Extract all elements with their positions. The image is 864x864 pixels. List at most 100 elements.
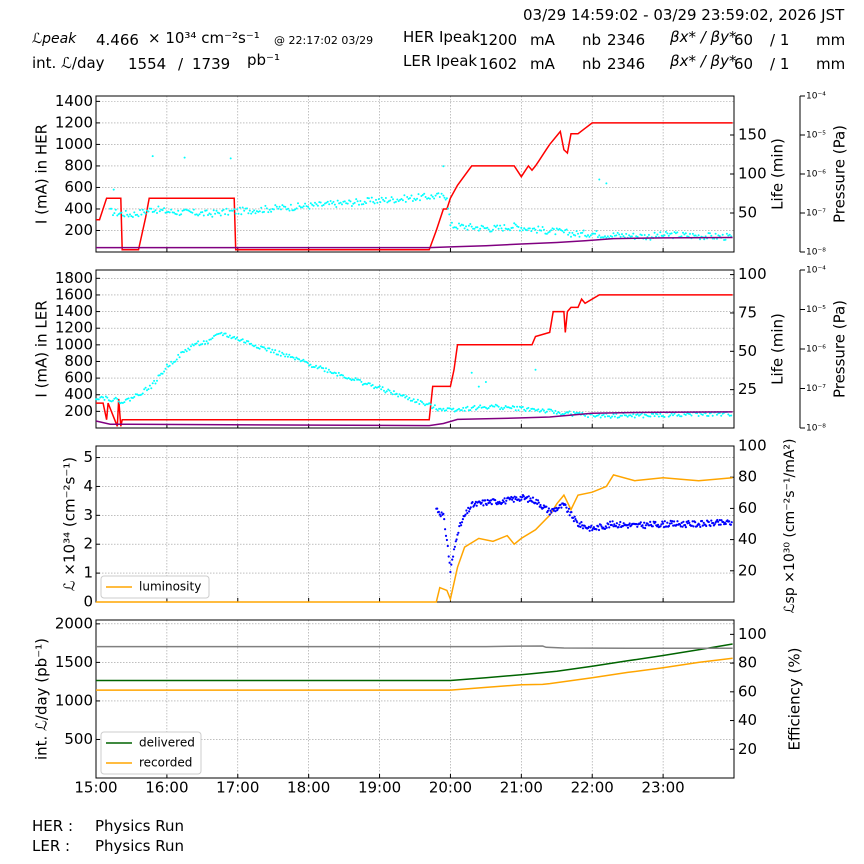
panel-1-life-dot-point bbox=[349, 200, 352, 203]
panel-2-life-dot-point bbox=[268, 347, 271, 350]
panel-2-life-dot-point bbox=[638, 414, 640, 417]
panel-2-life-dot-point bbox=[639, 413, 642, 416]
panel-1-life-dot-point bbox=[494, 225, 497, 228]
panel-2-life-dot-point bbox=[690, 414, 693, 417]
panel-1-life-dot-point bbox=[329, 200, 332, 202]
panel-3-specific-dot-point bbox=[551, 507, 555, 511]
panel-1-life-dot-point bbox=[393, 201, 396, 204]
y-tick-label: 5 bbox=[83, 448, 93, 466]
panel-1-life-dot-point bbox=[178, 214, 181, 217]
panel-1-life-dot-point bbox=[571, 231, 574, 234]
panel-2-life-dot-point bbox=[282, 353, 285, 356]
panel-1-life-dot-point bbox=[601, 236, 604, 239]
panel-1-life-dot-point bbox=[537, 225, 540, 228]
panel-3-specific-dot-point bbox=[531, 500, 534, 503]
panel-1-life-dot-point bbox=[133, 211, 136, 214]
panel-3-specific-dot-point bbox=[439, 515, 442, 518]
panel-2-life-dot-point bbox=[295, 356, 298, 359]
panel-3-specific-dot-point bbox=[649, 520, 652, 524]
panel-1-life-dot-point bbox=[319, 201, 322, 204]
panel-1-life-dot-point bbox=[411, 200, 414, 202]
panel-2-life-dot-point bbox=[612, 413, 615, 416]
panel-3-specific-dot-point bbox=[453, 545, 456, 548]
panel-2-life-dot-point bbox=[137, 394, 140, 397]
panel-2-life-dot-point bbox=[95, 398, 97, 401]
panel-1-life-dot-point bbox=[112, 214, 114, 217]
panel-1-life-dot-point bbox=[363, 200, 366, 203]
panel-3-specific-dot-point bbox=[670, 522, 673, 525]
panel-2-life-dot-point bbox=[516, 405, 519, 408]
panel-2-life-dot-point bbox=[238, 339, 241, 342]
panel-1-life-dot-point bbox=[333, 203, 336, 206]
y-right-axis-label: Life (min) bbox=[769, 138, 787, 210]
panel-1-life-dot-point bbox=[424, 196, 427, 198]
panel-2-life-dot-point bbox=[411, 399, 414, 402]
panel-1-life-dot-point bbox=[367, 197, 370, 200]
panel-2-life-dot-point bbox=[131, 397, 134, 399]
panel-2-life-dot-point bbox=[387, 388, 390, 391]
panel-2-life-dot-point bbox=[616, 416, 619, 419]
panel-1-life-dot-point bbox=[430, 194, 433, 197]
panel-3-specific-dot-point bbox=[550, 511, 553, 514]
panel-1-life-dot-point bbox=[401, 199, 404, 202]
panel-3-specific-dot-point bbox=[451, 558, 454, 561]
panel-2-life-dot-point bbox=[472, 406, 475, 409]
panel-3-specific-dot-point bbox=[592, 526, 596, 529]
panel-2-life-dot-point bbox=[601, 414, 604, 417]
y-tick-label: 4 bbox=[83, 477, 93, 495]
panel-2-life-dot-point bbox=[647, 415, 650, 418]
panel-3-specific-dot-point bbox=[722, 520, 725, 524]
panel-2-life-dot-point bbox=[496, 404, 499, 407]
panel-1-life-dot-point bbox=[676, 231, 679, 234]
intl-recorded: 1554 bbox=[128, 55, 167, 73]
panel-3-specific-dot-point bbox=[720, 519, 723, 522]
panel-2-life-dot-point bbox=[538, 410, 541, 413]
panel-2-life-dot-point bbox=[475, 408, 477, 411]
panel-1-life-dot-point bbox=[372, 201, 375, 203]
panel-1-life-dot-point bbox=[343, 200, 346, 203]
panel-1-life-dot-point bbox=[114, 208, 117, 211]
panel-2-life-dot-point bbox=[473, 404, 476, 407]
panel-1-life-dot-point bbox=[195, 213, 198, 216]
panel-1-life-dot-point bbox=[423, 192, 426, 195]
panel-2-life-dot-point bbox=[302, 358, 305, 361]
panel-2-life-dot-point bbox=[657, 415, 660, 418]
panel-1-life-dot-point bbox=[161, 209, 164, 212]
panel-2-life-dot-point bbox=[309, 363, 312, 366]
panel-2-life-dot-point bbox=[303, 360, 306, 363]
panel-3-specific-dot-point bbox=[527, 495, 530, 498]
panel-3-specific-dot-point bbox=[467, 506, 470, 509]
panel-2-life-dot-point bbox=[524, 410, 527, 412]
panel-3-specific-dot-point bbox=[452, 555, 455, 558]
panel-2-life-dot-point bbox=[143, 388, 146, 391]
panel-1-life-dot-point bbox=[277, 207, 280, 210]
x-tick-label: 18:00 bbox=[287, 779, 330, 797]
y-tick-label: 1200 bbox=[55, 319, 93, 337]
panel-2-life-dot-point bbox=[720, 414, 723, 417]
panel-1-life-dot-point bbox=[394, 200, 397, 203]
panel-1-life-dot-point bbox=[550, 229, 553, 232]
panel-1-life-dot-point bbox=[234, 212, 237, 215]
panel-1-life-dot-point bbox=[708, 232, 711, 235]
panel-1-life-dot-point bbox=[628, 234, 631, 237]
panel-2-life-dot-point bbox=[250, 342, 253, 345]
panel-2-life-dot-point bbox=[521, 405, 524, 408]
panel-1-life-dot-point bbox=[237, 212, 240, 215]
y-right-tick-label: 80 bbox=[738, 654, 757, 672]
panel-1-life-dot-point bbox=[643, 234, 646, 236]
panel-3-specific-dot-point bbox=[728, 520, 731, 523]
panel-1-life-dot-point bbox=[459, 224, 462, 227]
panel-1-life-dot-point bbox=[136, 213, 139, 216]
panel-3-specific-dot-point bbox=[595, 528, 598, 531]
panel-2-life-dot-point bbox=[555, 412, 558, 415]
panel-2-life-dot-point bbox=[277, 353, 279, 356]
panel-1-life-dot-point bbox=[503, 224, 506, 226]
panel-2-life-dot-point bbox=[154, 382, 157, 385]
panel-2-life-dot-point bbox=[395, 392, 398, 395]
panel-1-life-dot-point bbox=[224, 213, 227, 216]
panel-3-specific-dot-point bbox=[504, 502, 507, 505]
panel-2-life-dot-point bbox=[214, 334, 217, 337]
panel-1-life-dot-point bbox=[659, 231, 662, 234]
panel-3-specific-dot-point bbox=[473, 504, 476, 507]
panel-3-specific-dot-point bbox=[548, 513, 551, 516]
